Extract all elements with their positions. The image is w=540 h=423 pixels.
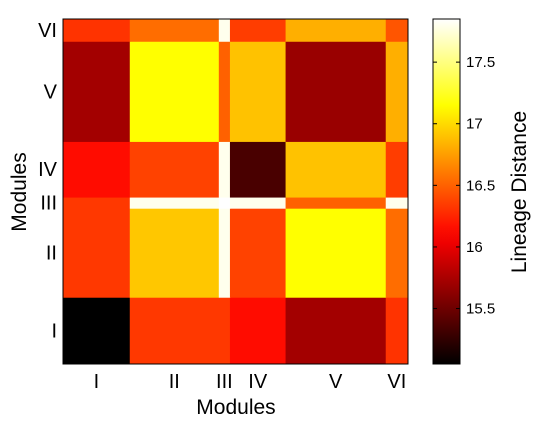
x-axis-label: Modules <box>196 396 275 419</box>
x-tick-label: V <box>329 371 343 393</box>
x-tick-labels: I II III IV V VI <box>94 371 407 393</box>
plot-frame <box>62 18 409 365</box>
heatmap-cell-I-II <box>129 297 220 365</box>
heatmap-cell-VI-VI <box>385 19 409 42</box>
heatmap-cell-III-III <box>218 197 231 209</box>
heatmap-cell-I-VI <box>385 297 409 365</box>
heatmap-cell-IV-II <box>129 141 220 198</box>
heatmap-cell-IV-III <box>218 141 231 198</box>
y-tick-label: I <box>51 321 57 343</box>
colorbar <box>432 18 461 365</box>
heatmap-cell-II-IV <box>229 208 287 298</box>
heatmap-cell-VI-V <box>285 19 387 42</box>
heatmap-cell-I-V <box>285 297 387 365</box>
heatmap-cell-V-II <box>129 41 220 142</box>
heatmap-cell-III-IV <box>229 197 287 209</box>
heatmap-cell-VI-I <box>63 19 131 42</box>
heatmap-cell-III-II <box>129 197 220 209</box>
y-tick-label: II <box>46 243 57 265</box>
y-tick-label: III <box>40 193 57 215</box>
heatmap-cell-I-III <box>218 297 231 365</box>
heatmap-cell-II-II <box>129 208 220 298</box>
colorbar-tick-label: 16 <box>466 239 483 256</box>
colorbar-tick-label: 16.5 <box>466 177 495 194</box>
heatmap-cell-VI-IV <box>229 19 287 42</box>
colorbar-tick-label: 17.5 <box>466 54 495 71</box>
heatmap-cell-V-VI <box>385 41 409 142</box>
y-tick-label: IV <box>38 159 58 181</box>
colorbar-ticks: 15.5 16 16.5 17 17.5 <box>433 54 495 318</box>
x-tick-label: III <box>216 371 233 393</box>
heatmap-cell-VI-II <box>129 19 220 42</box>
heatmap-cell-II-III <box>218 208 231 298</box>
heatmap-cell-IV-I <box>63 141 131 198</box>
heatmap-cell-V-III <box>218 41 231 142</box>
heatmap-cell-III-VI <box>385 197 409 209</box>
heatmap-cell-IV-VI <box>385 141 409 198</box>
y-tick-label: VI <box>38 20 57 42</box>
heatmap-cell-III-V <box>285 197 387 209</box>
y-tick-label: V <box>44 81 58 103</box>
heatmap-cell-II-V <box>285 208 387 298</box>
x-tick-label: I <box>94 371 100 393</box>
colorbar-tick-label: 17 <box>466 116 483 133</box>
heatmap-cell-I-I <box>63 297 131 365</box>
colorbar-label: Lineage Distance <box>508 111 531 273</box>
y-axis-label: Modules <box>8 152 31 231</box>
heatmap-cell-III-I <box>63 197 131 209</box>
heatmap-cell-VI-III <box>218 19 231 42</box>
heatmap-cell-II-I <box>63 208 131 298</box>
heatmap-cell-V-I <box>63 41 131 142</box>
heatmap-cell-II-VI <box>385 208 409 298</box>
x-tick-label: II <box>169 371 180 393</box>
x-tick-label: VI <box>387 371 406 393</box>
heatmap-cell-IV-IV <box>229 141 287 198</box>
x-tick-label: IV <box>248 371 268 393</box>
heatmap-cell-V-IV <box>229 41 287 142</box>
colorbar-tick-label: 15.5 <box>466 301 495 318</box>
heatmap-cell-V-V <box>285 41 387 142</box>
heatmap-cell-IV-V <box>285 141 387 198</box>
heatmap-cells <box>63 19 409 365</box>
heatmap-cell-I-IV <box>229 297 287 365</box>
